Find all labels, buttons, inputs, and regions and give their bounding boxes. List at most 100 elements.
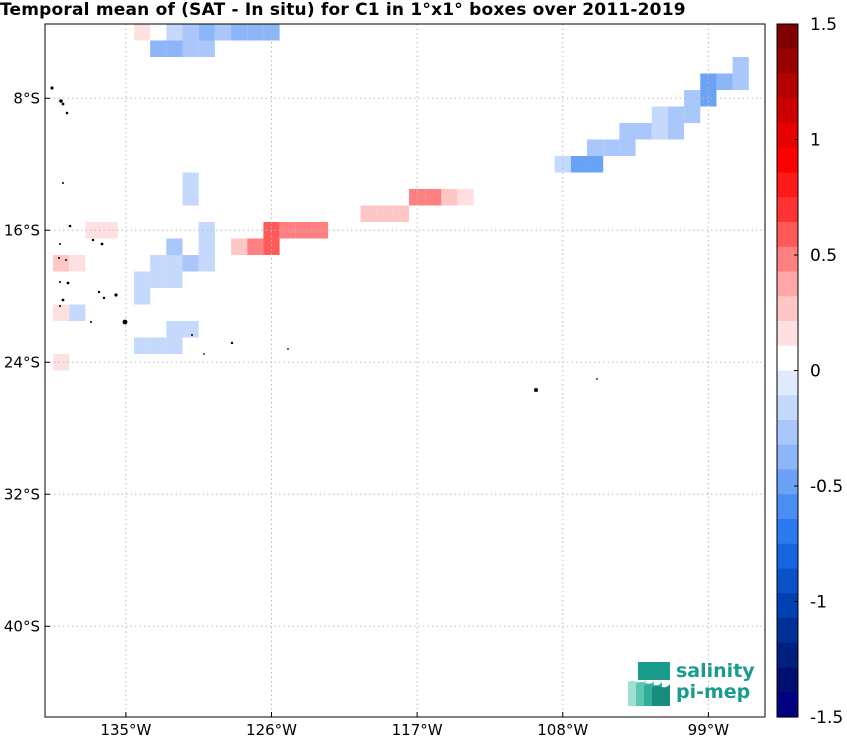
- heatmap-cell: [231, 24, 248, 41]
- island: [287, 348, 289, 350]
- island: [61, 298, 65, 302]
- colorbar-segment: [777, 642, 798, 669]
- colorbar-segment: [777, 568, 798, 594]
- x-tick-label: 126°W: [246, 721, 297, 739]
- colorbar-tick-label: -1: [810, 593, 827, 613]
- heatmap-cell: [166, 24, 183, 41]
- island: [59, 281, 61, 283]
- y-tick-label: 32°S: [4, 485, 40, 503]
- colorbar-segment: [777, 147, 798, 174]
- heatmap-cell: [732, 73, 749, 90]
- heatmap-cell: [133, 24, 151, 41]
- colorbar-tick-label: 0: [810, 362, 821, 382]
- heatmap-cell: [133, 337, 151, 354]
- heatmap-cell: [198, 24, 215, 41]
- island: [534, 388, 538, 392]
- heatmap-cell: [716, 73, 733, 90]
- heatmap-cell: [231, 238, 248, 255]
- island: [230, 341, 234, 345]
- colorbar-tick-label: 0.5: [810, 246, 837, 266]
- heatmap-cell: [182, 24, 199, 41]
- colorbar-tick-label: -1.5: [810, 708, 843, 728]
- heatmap-cell: [263, 222, 280, 239]
- colorbar-segment: [777, 667, 798, 693]
- heatmap-cell: [150, 337, 167, 354]
- heatmap-cell: [360, 205, 377, 222]
- heatmap-cells: [53, 24, 749, 371]
- island: [59, 243, 61, 245]
- island: [91, 238, 95, 242]
- heatmap-cell: [53, 354, 70, 371]
- x-tick-label: 108°W: [537, 721, 588, 739]
- colorbar-segment: [777, 48, 798, 75]
- heatmap-cell: [263, 238, 280, 255]
- colorbar-segment: [777, 519, 798, 545]
- colorbar-segment: [777, 73, 798, 99]
- island: [203, 353, 205, 355]
- logo-icon: [628, 662, 670, 706]
- heatmap-cell: [279, 222, 296, 239]
- heatmap-cell: [376, 205, 393, 222]
- colorbar-segment: [777, 543, 798, 570]
- colorbar-segment: [777, 98, 798, 124]
- heatmap-cell: [247, 238, 264, 255]
- heatmap-cell: [198, 255, 215, 272]
- colorbar-segment: [777, 370, 798, 396]
- map-title: Temporal mean of (SAT - In situ) for C1 …: [0, 0, 686, 20]
- island: [65, 259, 67, 261]
- heatmap-cell: [441, 189, 458, 206]
- colorbar-segment: [777, 24, 798, 50]
- island: [114, 293, 118, 297]
- y-tick-label: 40°S: [4, 617, 40, 635]
- heatmap-cell: [667, 106, 685, 123]
- y-tick-label: 8°S: [13, 89, 40, 107]
- heatmap-cell: [570, 156, 588, 173]
- island: [100, 242, 104, 246]
- heatmap-cell: [150, 255, 167, 272]
- heatmap-cell: [69, 255, 86, 272]
- heatmap-cell: [53, 255, 70, 272]
- colorbar-segment: [777, 222, 798, 248]
- heatmap-cell: [166, 238, 183, 255]
- heatmap-cell: [425, 189, 442, 206]
- heatmap-cell: [133, 288, 151, 305]
- island: [50, 86, 54, 90]
- heatmap-cell: [150, 40, 167, 57]
- colorbar-segment: [777, 321, 798, 347]
- heatmap-cell: [182, 321, 199, 338]
- colorbar-segment: [777, 197, 798, 223]
- islands: [50, 86, 598, 392]
- colorbar-segment: [777, 444, 798, 471]
- heatmap-cell: [263, 24, 280, 41]
- heatmap-cell: [182, 40, 199, 57]
- island: [102, 296, 106, 300]
- colorbar-segment: [777, 395, 798, 421]
- heatmap-cell: [53, 304, 70, 321]
- heatmap-cell: [619, 123, 636, 140]
- heatmap-cell: [700, 73, 717, 90]
- heatmap-cell: [101, 222, 118, 239]
- colorbar-segment: [777, 345, 798, 372]
- heatmap-cell: [166, 321, 183, 338]
- heatmap-cell: [684, 106, 701, 123]
- salinity-pi-mep-logo: salinity pi-mep: [628, 660, 758, 708]
- colorbar-segment: [777, 618, 798, 644]
- heatmap-cell: [667, 123, 685, 140]
- heatmap-cell: [732, 57, 749, 74]
- heatmap-cell: [684, 90, 701, 107]
- y-tick-label: 24°S: [4, 353, 40, 371]
- heatmap-cell: [457, 189, 474, 206]
- island: [58, 257, 60, 259]
- heatmap-cell: [700, 90, 717, 107]
- heatmap-cell: [651, 123, 668, 140]
- colorbar-tick-label: 1: [810, 131, 821, 151]
- colorbar-segment: [777, 296, 798, 322]
- colorbar-tick-label: -0.5: [810, 477, 843, 497]
- y-axis: 8°S 16°S 24°S 32°S 40°S: [4, 89, 50, 635]
- heatmap-cell: [69, 304, 86, 321]
- heatmap-cell: [166, 255, 183, 272]
- colorbar-tick-label: 1.5: [810, 15, 837, 35]
- heatmap-cell: [587, 139, 604, 156]
- island: [66, 281, 70, 285]
